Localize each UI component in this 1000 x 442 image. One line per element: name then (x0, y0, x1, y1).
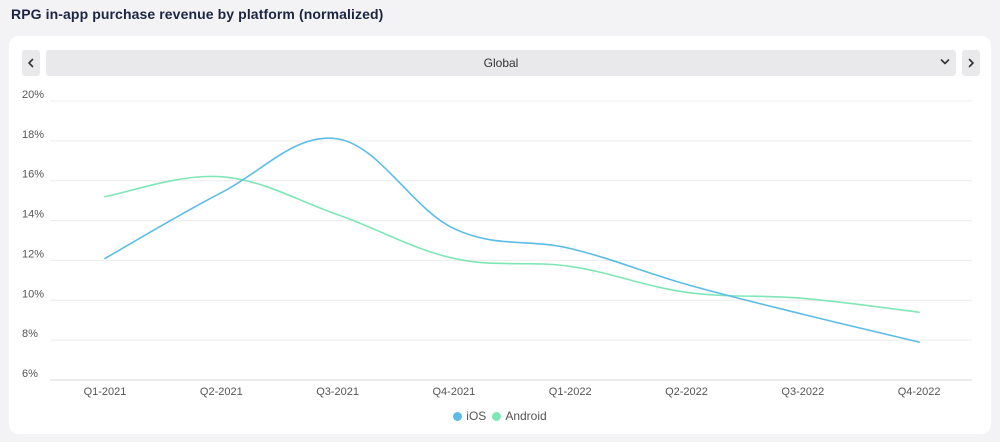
next-button[interactable] (962, 50, 980, 76)
y-tick-label: 6% (22, 368, 38, 380)
x-tick-label: Q1-2021 (84, 386, 127, 398)
chart-card (9, 36, 991, 434)
x-tick-label: Q2-2021 (200, 386, 243, 398)
legend-item-android[interactable]: Android (492, 409, 547, 423)
y-tick-label: 8% (22, 328, 38, 340)
y-tick-label: 12% (22, 248, 44, 260)
chevron-left-icon (28, 58, 34, 68)
legend-swatch-android (492, 411, 502, 421)
chart-title: RPG in-app purchase revenue by platform … (11, 6, 384, 22)
x-tick-label: Q3-2021 (316, 386, 359, 398)
y-tick-label: 18% (22, 129, 44, 141)
x-tick-label: Q4-2022 (898, 386, 941, 398)
previous-button[interactable] (22, 50, 40, 76)
x-tick-label: Q4-2021 (432, 386, 475, 398)
region-select[interactable]: Global (46, 50, 956, 76)
legend-swatch-ios (453, 411, 463, 421)
legend-label-android: Android (505, 409, 547, 423)
y-tick-label: 20% (22, 89, 44, 101)
x-tick-label: Q1-2022 (549, 386, 592, 398)
x-tick-label: Q3-2022 (781, 386, 824, 398)
y-tick-label: 14% (22, 209, 44, 221)
y-tick-label: 10% (22, 288, 44, 300)
y-tick-label: 16% (22, 169, 44, 181)
x-tick-label: Q2-2022 (665, 386, 708, 398)
series-line-ios (104, 137, 920, 343)
chevron-down-icon (940, 59, 950, 65)
region-select-value: Global (483, 56, 519, 70)
series-line-android (104, 175, 920, 314)
chevron-right-icon (968, 58, 974, 68)
chart-legend: iOS Android (0, 409, 1000, 423)
legend-item-ios[interactable]: iOS (453, 409, 486, 423)
legend-label-ios: iOS (466, 409, 487, 423)
